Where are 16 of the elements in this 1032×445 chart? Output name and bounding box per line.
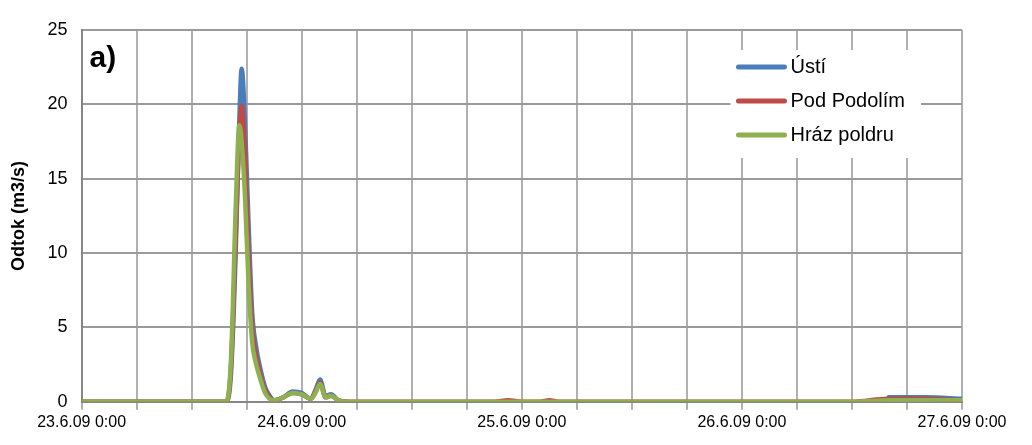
legend-label: Pod Podolím — [790, 88, 905, 111]
x-tick-label: 23.6.09 0:00 — [37, 412, 127, 430]
y-tick-label: 15 — [47, 167, 68, 188]
y-axis-title: Odtok (m3/s) — [7, 160, 28, 271]
y-tick-label: 5 — [57, 316, 68, 337]
y-tick-label: 0 — [57, 390, 68, 411]
legend-label: Hráz poldru — [790, 122, 894, 145]
y-tick-label: 20 — [47, 93, 68, 114]
x-tick-label: 25.6.09 0:00 — [477, 412, 567, 430]
annotation: a) — [89, 40, 117, 74]
legend-label: Ústí — [790, 54, 827, 77]
x-tick-label: 26.6.09 0:00 — [697, 412, 787, 430]
x-tick-label: 24.6.09 0:00 — [257, 412, 347, 430]
y-tick-label: 10 — [47, 242, 68, 263]
x-tick-label: 27.6.09 0:00 — [917, 412, 1007, 430]
y-tick-label: 25 — [47, 18, 68, 39]
